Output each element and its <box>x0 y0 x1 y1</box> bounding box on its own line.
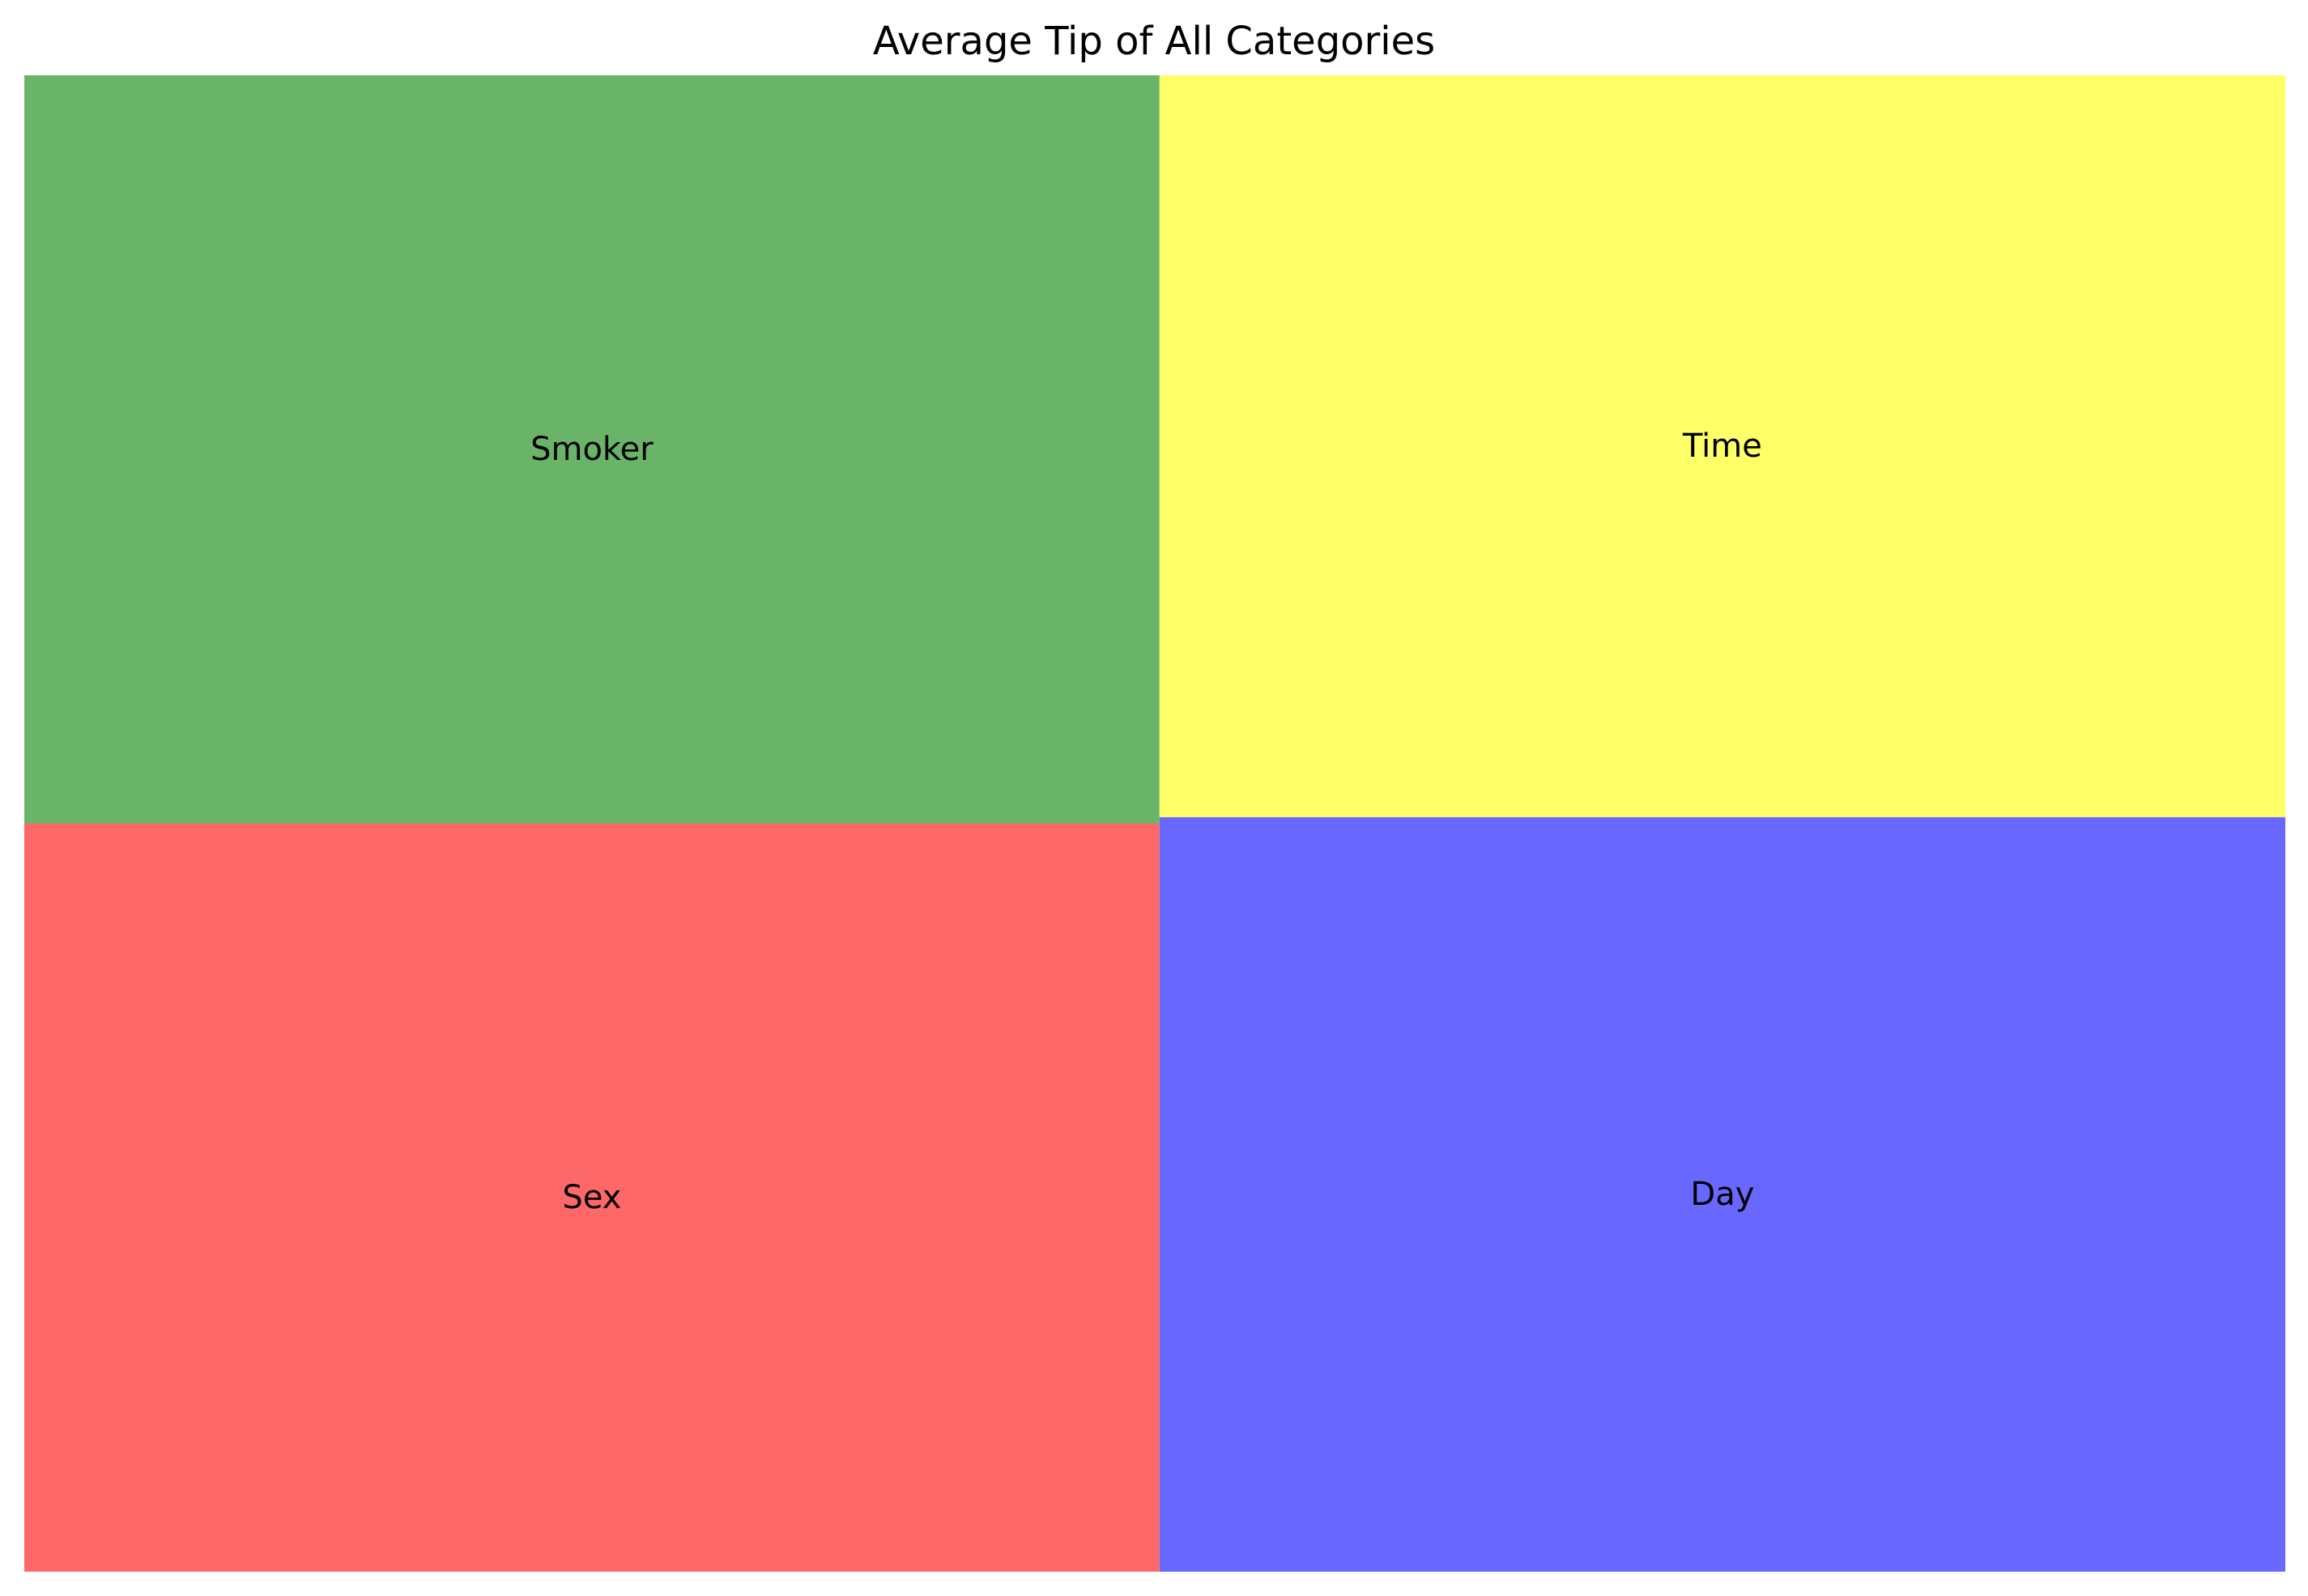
tile-day <box>1159 817 2285 1572</box>
tile-label-time: Time <box>1682 428 1762 465</box>
tile-label-sex: Sex <box>562 1179 621 1216</box>
tile-sex <box>24 824 1160 1572</box>
tile-label-day: Day <box>1690 1176 1754 1213</box>
tile-smoker <box>24 75 1160 824</box>
tile-label-smoker: Smoker <box>530 431 654 468</box>
tile-time <box>1159 75 2285 818</box>
chart-title: Average Tip of All Categories <box>872 19 1436 64</box>
